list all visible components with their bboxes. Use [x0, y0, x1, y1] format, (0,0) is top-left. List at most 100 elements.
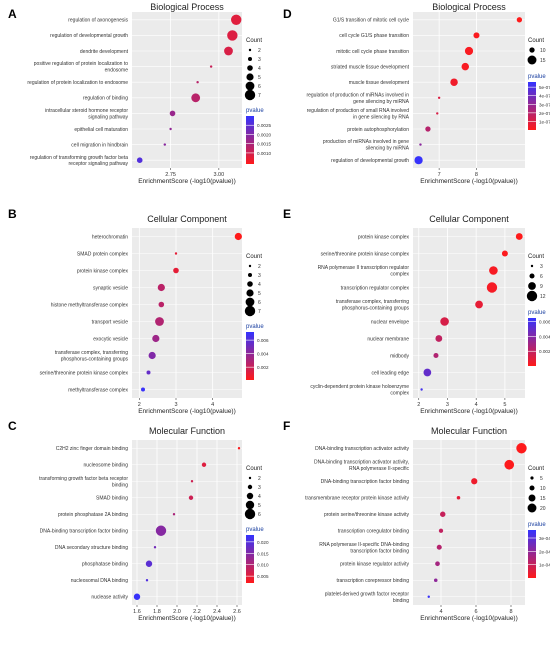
y-tick-label: nuclear envelope	[371, 319, 409, 325]
y-tick-label-line: DNA-binding transcription factor binding	[321, 479, 410, 485]
colorbar-tick-label: 0.0015	[257, 142, 271, 147]
x-tick-label: 2.4	[213, 609, 221, 615]
y-tick-label: dendrite development	[80, 49, 129, 55]
colorbar-tick-label: 0.020	[257, 540, 269, 545]
y-tick-label-line: transcription coregulator binding	[338, 529, 409, 535]
plot-background	[413, 12, 525, 168]
count-legend-dot	[527, 503, 537, 513]
count-legend-dot	[245, 500, 255, 510]
y-tick-label-line: phosphatase binding	[82, 562, 128, 568]
y-tick-label-line: positive regulation of protein localizat…	[34, 61, 128, 67]
count-legend-dot	[244, 89, 256, 101]
data-point	[427, 595, 430, 598]
panel-title: Molecular Function	[431, 426, 507, 436]
data-point	[437, 96, 441, 100]
colorbar-tick-label: 0.004	[539, 334, 550, 339]
y-tick-label-line: DNA-binding transcription activator acti…	[315, 446, 409, 452]
count-legend-dot	[529, 273, 535, 279]
panel-a: A Biological Process regulation of axonoge…	[8, 2, 271, 185]
y-tick-label-line: binding	[112, 482, 128, 488]
y-tick-label: regulation of binding	[83, 96, 128, 102]
data-point	[145, 579, 149, 582]
y-tick-label-line: gene silencing by miRNA	[353, 99, 410, 105]
panel-letter: C	[8, 419, 17, 433]
y-tick-label-line: nucleosomal DNA binding	[71, 578, 128, 584]
y-tick-label-line: dendrite development	[80, 49, 129, 55]
count-legend-label: 3	[258, 273, 261, 279]
y-tick-label: transcription coregulator binding	[338, 529, 409, 535]
count-legend-label: 6	[258, 84, 261, 90]
colorbar-tick-label: 0.005	[257, 574, 269, 579]
count-legend-dot	[528, 282, 536, 290]
data-point	[438, 528, 444, 533]
colorbar-tick-label: 0.002	[539, 349, 550, 354]
panel-title: Cellular Component	[429, 214, 509, 224]
y-tick-label-line: signaling pathway	[88, 114, 128, 120]
data-point	[153, 546, 157, 549]
y-tick-label-line: DNA-binding transcription activator acti…	[314, 459, 409, 465]
x-axis-title: EnrichmentScore (-log10(pvalue))	[420, 408, 518, 415]
count-legend-dot	[530, 476, 534, 480]
data-point	[420, 388, 423, 391]
y-tick-label: intracellular steroid hormone receptor si…	[45, 108, 128, 120]
y-tick-label: midbody	[390, 353, 409, 359]
x-axis-title: EnrichmentScore (-log10(pvalue))	[138, 178, 236, 185]
plot-background	[132, 12, 242, 168]
count-legend-label: 2	[258, 48, 261, 54]
y-tick-label: muscle tissue development	[349, 80, 410, 86]
y-tick-label: regulation of production of miRNAs invol…	[306, 92, 409, 104]
y-tick-label: methyltransferase complex	[68, 387, 128, 393]
pvalue-colorbar	[528, 82, 536, 130]
data-point	[450, 78, 458, 86]
y-tick-label: synaptic vesicle	[93, 285, 128, 291]
pvalue-legend-title: pvalue	[528, 522, 546, 528]
data-point	[173, 267, 179, 274]
y-tick-label-line: methyltransferase complex	[68, 387, 128, 393]
y-tick-label: transport vesicle	[92, 319, 129, 325]
panel-e: E Cellular Component protein kinase comple…	[283, 207, 550, 415]
y-tick-label: mitotic cell cycle phase transition	[336, 49, 409, 55]
pvalue-colorbar	[246, 332, 254, 380]
count-legend-dot	[248, 273, 252, 277]
x-tick-label: 2.0	[173, 609, 181, 615]
data-point	[133, 593, 141, 600]
y-tick-label-line: nuclease activity	[91, 595, 128, 601]
count-legend-label: 5	[540, 476, 543, 482]
y-tick-label: platelet-derived growth factor receptor b…	[325, 591, 410, 603]
y-tick-label: striated muscle tissue development	[331, 64, 410, 70]
colorbar-tick-label: 0.0010	[257, 151, 271, 156]
y-tick-label-line: phosphorus-containing groups	[61, 357, 129, 363]
colorbar-tick-label: 0.0025	[257, 123, 271, 128]
data-point	[516, 443, 527, 454]
count-legend-dot	[244, 508, 256, 520]
y-tick-label-line: epithelial cell maturation	[74, 127, 128, 133]
data-point	[486, 282, 498, 293]
x-tick-label: 2.75	[165, 172, 176, 178]
y-tick-label-line: regulation of axonogenesis	[68, 18, 128, 24]
data-point	[501, 250, 508, 257]
count-legend-title: Count	[528, 254, 544, 260]
y-tick-label-line: regulation of developmental growth	[50, 33, 128, 39]
plot-background	[132, 440, 242, 605]
y-tick-label: protein kinase complex	[77, 268, 129, 274]
y-tick-label: serine/threonine protein kinase complex	[321, 251, 410, 257]
y-tick-label-line: receptor signaling pathway	[69, 161, 129, 167]
count-legend-title: Count	[528, 466, 544, 472]
x-tick-label: 2.2	[193, 609, 201, 615]
x-tick-label: 3.00	[213, 172, 224, 178]
y-tick-label: production of miRNAs involved in gene sil…	[323, 139, 410, 151]
y-tick-label-line: cyclin-dependent protein kinase holoenzy…	[310, 384, 409, 390]
y-tick-label-line: cell migration in hindbrain	[71, 142, 128, 148]
x-axis-title: EnrichmentScore (-log10(pvalue))	[420, 178, 518, 185]
y-tick-label: cell migration in hindbrain	[71, 142, 128, 148]
data-point	[158, 301, 165, 308]
y-tick-label: protein kinase regulator activity	[340, 562, 409, 568]
data-point	[174, 252, 178, 255]
panel-title: Molecular Function	[149, 426, 225, 436]
y-tick-label-line: protein kinase regulator activity	[340, 562, 409, 568]
y-tick-label: DNA-binding transcription factor binding	[321, 479, 410, 485]
y-tick-label-line: muscle tissue development	[349, 80, 410, 86]
panel-d: D Biological Process G1/S transition of mi…	[283, 2, 550, 185]
y-tick-label: DNA-binding transcription factor binding	[40, 529, 129, 535]
y-tick-label-line: protein phosphatase 2A binding	[58, 512, 128, 518]
